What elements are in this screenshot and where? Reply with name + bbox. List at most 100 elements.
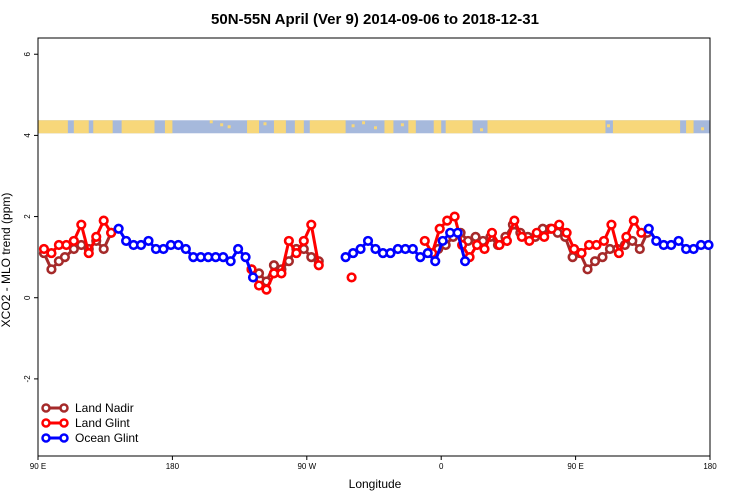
data-point xyxy=(688,243,699,255)
data-point xyxy=(539,231,550,242)
data-point xyxy=(569,243,580,255)
land-patch xyxy=(433,120,442,134)
land-speck xyxy=(209,120,213,124)
series-layer xyxy=(38,211,714,295)
data-point xyxy=(459,256,471,267)
data-point xyxy=(68,235,79,247)
data-point xyxy=(576,247,587,259)
data-point xyxy=(346,272,357,283)
land-speck xyxy=(701,127,705,131)
land-patch xyxy=(487,120,606,134)
data-point xyxy=(501,235,513,247)
data-point xyxy=(298,235,309,247)
data-point xyxy=(531,227,542,238)
data-point xyxy=(59,252,70,263)
data-point xyxy=(370,243,381,255)
land-patch xyxy=(408,120,416,134)
data-point xyxy=(597,252,608,263)
land-patch xyxy=(121,120,155,134)
land-patch xyxy=(294,120,304,134)
series-line xyxy=(43,219,113,255)
y-axis: -2 0 2 4 6 xyxy=(23,51,38,382)
legend-marker xyxy=(41,433,51,443)
data-point xyxy=(173,239,184,251)
data-point xyxy=(415,252,426,263)
data-point xyxy=(442,215,453,226)
data-point xyxy=(76,219,87,230)
data-point xyxy=(46,247,57,259)
land-patch xyxy=(38,120,68,134)
legend-marker xyxy=(59,418,69,428)
land-speck xyxy=(351,124,355,128)
y-tick-label: 2 xyxy=(23,214,32,219)
y-tick-label: 0 xyxy=(23,295,32,300)
data-point xyxy=(225,256,236,267)
y-axis-label: XCO2 - MLO trend (ppm) xyxy=(0,193,13,328)
y-tick-label: 6 xyxy=(23,51,32,56)
data-point xyxy=(83,247,94,259)
legend-marker xyxy=(41,403,51,413)
land-patch xyxy=(445,120,473,134)
data-point xyxy=(113,223,124,234)
data-point xyxy=(598,235,610,247)
x-tick-label: 90 E xyxy=(567,462,583,471)
data-point xyxy=(233,243,244,255)
data-point xyxy=(158,243,169,255)
land-patch xyxy=(309,120,346,134)
land-patch xyxy=(384,120,394,134)
data-point xyxy=(180,243,191,255)
data-point xyxy=(636,227,647,238)
data-point xyxy=(291,247,302,259)
data-point xyxy=(407,243,418,255)
data-point xyxy=(591,239,602,251)
data-point xyxy=(589,256,601,267)
land-speck xyxy=(400,123,404,127)
data-point xyxy=(419,235,430,247)
data-point xyxy=(471,239,483,251)
series-line xyxy=(250,247,320,283)
data-point xyxy=(106,227,117,238)
land-speck xyxy=(220,123,224,127)
data-point xyxy=(46,264,57,275)
x-tick-label: 180 xyxy=(703,462,717,471)
data-point xyxy=(606,219,617,230)
data-point xyxy=(121,235,132,247)
data-point xyxy=(283,235,294,247)
data-point xyxy=(91,231,102,242)
y-tick-label: -2 xyxy=(23,375,32,383)
data-point xyxy=(247,272,259,283)
chart-title: 50N-55N April (Ver 9) 2014-09-06 to 2018… xyxy=(211,11,539,28)
data-point xyxy=(434,223,445,234)
data-point xyxy=(486,227,498,238)
data-point xyxy=(253,280,265,291)
land-patch xyxy=(247,120,260,134)
data-point xyxy=(340,252,351,263)
data-point xyxy=(613,247,625,259)
land-speck xyxy=(374,126,377,130)
legend-marker xyxy=(59,433,69,443)
data-point xyxy=(643,223,654,234)
data-point xyxy=(437,235,448,247)
data-point xyxy=(61,239,72,251)
data-point xyxy=(218,252,229,263)
y-tick-label: 4 xyxy=(23,133,32,138)
data-point xyxy=(430,256,441,267)
data-point xyxy=(143,235,154,247)
data-point xyxy=(452,227,463,238)
data-point xyxy=(666,239,677,251)
data-point xyxy=(582,264,593,275)
data-point xyxy=(628,215,639,226)
data-point xyxy=(240,252,251,263)
land-speck xyxy=(511,122,515,126)
legend-label: Ocean Glint xyxy=(75,431,139,445)
data-point xyxy=(135,239,147,251)
data-point xyxy=(276,268,287,279)
data-point xyxy=(703,239,714,251)
land-patch xyxy=(612,120,681,134)
data-point xyxy=(38,243,50,255)
land-speck xyxy=(227,125,231,129)
x-axis-label: Longitude xyxy=(349,477,402,491)
